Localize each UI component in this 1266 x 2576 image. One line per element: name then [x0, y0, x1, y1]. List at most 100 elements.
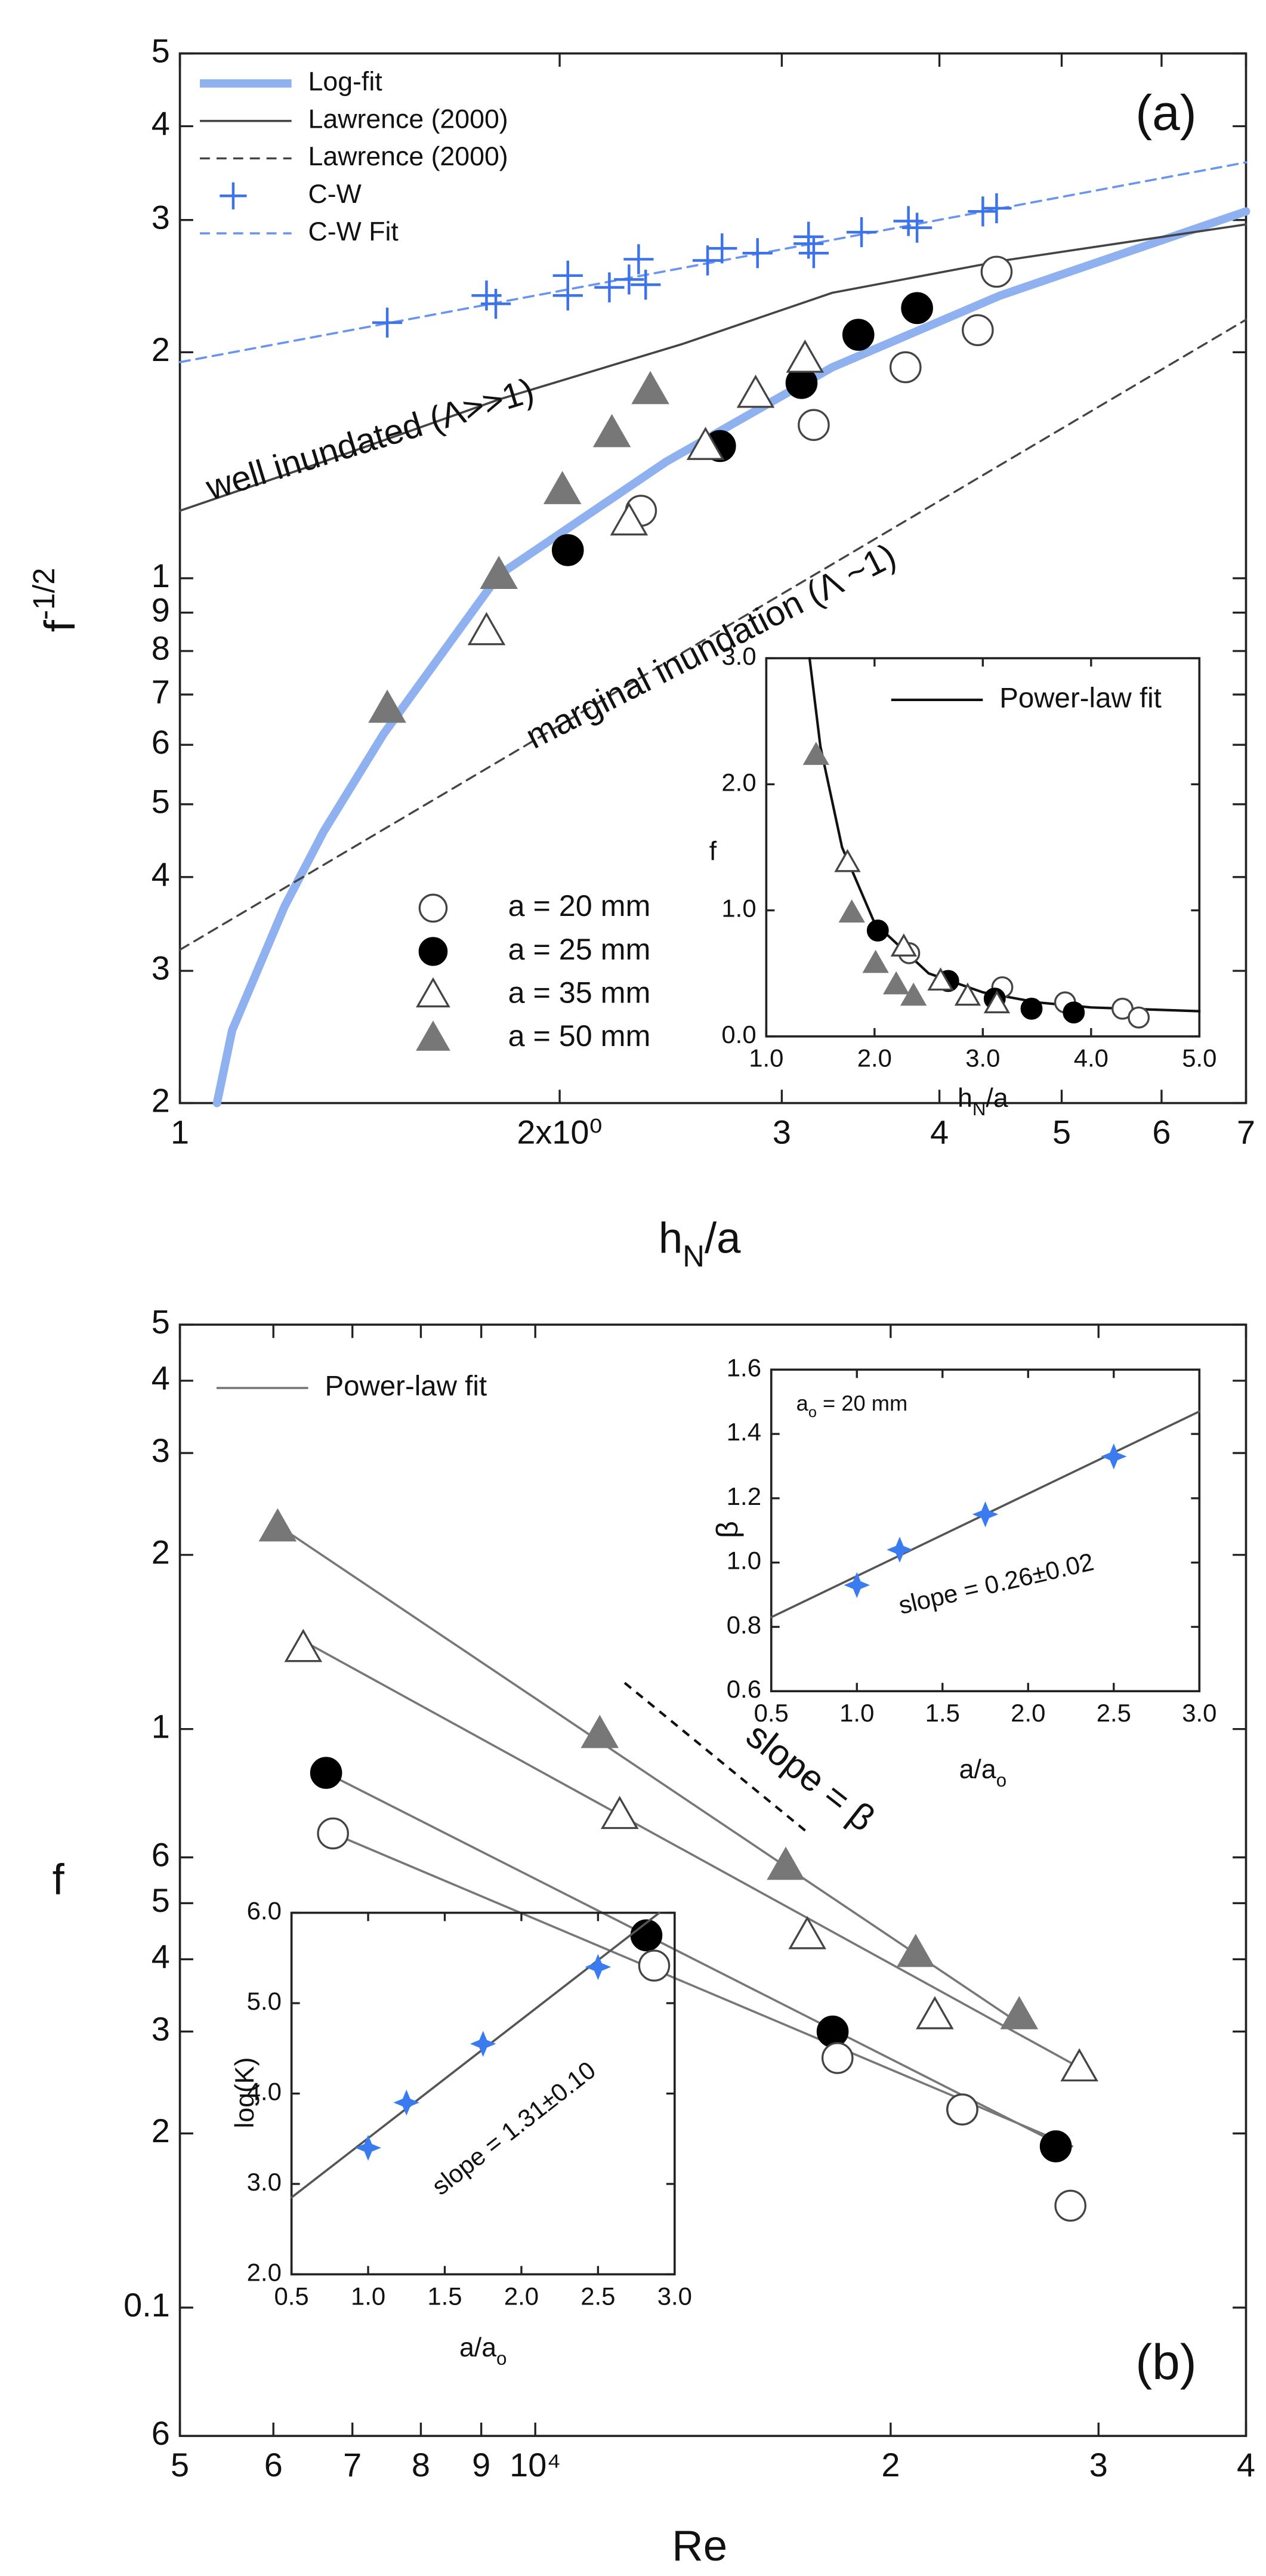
- data-point: [480, 556, 518, 589]
- y-tick-label: 6: [152, 2414, 170, 2452]
- data-point: [983, 990, 1011, 1014]
- label: Re: [672, 2522, 727, 2570]
- legend-label: a = 20 mm: [508, 889, 651, 923]
- data-point: [901, 212, 932, 243]
- plot-frame: [770, 1368, 1201, 1693]
- label: f: [709, 837, 717, 866]
- y-tick-label: 0.6: [727, 1675, 761, 1703]
- legend-symbol: [418, 893, 448, 923]
- x-tick-label: 0.5: [754, 1699, 789, 1727]
- label-part: o: [996, 1770, 1006, 1791]
- y-tick-label: 2: [152, 2112, 170, 2149]
- data-point: [887, 1537, 913, 1563]
- data-point: [317, 1817, 349, 1850]
- x-tick-label: 2.5: [580, 2282, 615, 2310]
- label-part: h: [659, 1214, 683, 1262]
- x-tick-label: 2x10⁰: [517, 1113, 602, 1150]
- data-point: [551, 534, 584, 566]
- data-point: [946, 2093, 978, 2125]
- x-tick-label: 1.0: [839, 1699, 874, 1727]
- data-point: [600, 1796, 639, 1830]
- label-part: a/a: [959, 1755, 996, 1784]
- y-tick-label: 1.0: [727, 1547, 761, 1575]
- data-point: [1128, 1006, 1150, 1029]
- legend-label: Power-law fit: [325, 1371, 487, 1402]
- x-tick-label: 1.5: [427, 2282, 462, 2310]
- label: (b): [1135, 2334, 1196, 2390]
- label: hN/a: [958, 1084, 1008, 1119]
- data-point: [972, 1501, 999, 1528]
- data-point: [821, 2042, 854, 2074]
- data-point: [355, 2134, 381, 2161]
- y-tick-label: 3: [152, 1432, 170, 1469]
- y-tick-label: 3.0: [247, 2168, 282, 2196]
- data-point: [580, 1714, 619, 1748]
- data-point: [842, 319, 875, 351]
- data-point: [543, 471, 582, 504]
- legend-label: Log-fit: [308, 67, 383, 97]
- data-point: [310, 1757, 342, 1789]
- x-tick-label: 3.0: [657, 2282, 692, 2310]
- label: (a): [1135, 85, 1196, 141]
- label-part: (b): [1135, 2334, 1196, 2390]
- data-point: [284, 1628, 323, 1662]
- data-point: [1054, 2189, 1086, 2222]
- x-tick-label: 1.0: [749, 1044, 783, 1072]
- y-tick-label: 1: [152, 557, 170, 594]
- data-point: [594, 272, 625, 303]
- y-tick-label: 5: [152, 783, 170, 820]
- y-tick-label: 2.0: [247, 2258, 282, 2286]
- data-point: [844, 1572, 870, 1599]
- y-tick-label: 0.8: [727, 1611, 761, 1639]
- y-tick-label: 6.0: [247, 1897, 282, 1925]
- data-point: [592, 414, 631, 448]
- y-tick-label: 1.2: [727, 1482, 761, 1510]
- x-tick-label: 4: [930, 1113, 949, 1150]
- x-tick-label: 2.0: [504, 2282, 539, 2310]
- x-tick-label: 7: [1237, 1113, 1255, 1150]
- x-tick-label: 4: [1237, 2446, 1255, 2484]
- data-point: [862, 949, 889, 973]
- x-tick-label: 5.0: [1182, 1044, 1216, 1072]
- data-point: [962, 314, 994, 347]
- x-tick-label: 5: [1052, 1113, 1071, 1150]
- x-tick-label: 3.0: [1182, 1699, 1216, 1727]
- legend-label: C-W: [308, 180, 362, 209]
- y-tick-label: 5.0: [247, 1987, 282, 2015]
- x-tick-label: 1.5: [925, 1699, 960, 1727]
- y-tick-label: 4: [152, 104, 170, 142]
- label-part: h: [958, 1084, 972, 1113]
- series-line: [325, 1772, 1064, 2148]
- x-tick-label: 2.0: [857, 1044, 892, 1072]
- data-point: [631, 371, 669, 405]
- label-part: a: [796, 1391, 809, 1415]
- data-point: [767, 1846, 805, 1880]
- y-tick-label: 2.0: [721, 768, 756, 796]
- data-point: [1101, 1443, 1127, 1470]
- label-part: f: [36, 619, 84, 632]
- label-part: f: [53, 1855, 65, 1904]
- y-tick-label: 5: [152, 1881, 170, 1919]
- data-point: [968, 196, 998, 227]
- x-tick-label: 7: [343, 2446, 362, 2484]
- data-point: [846, 217, 877, 248]
- y-tick-label: 3: [152, 198, 170, 236]
- data-point: [692, 245, 723, 276]
- data-point: [901, 292, 933, 325]
- data-point: [372, 307, 403, 338]
- x-tick-label: 6: [264, 2446, 283, 2484]
- label-part: β: [711, 1521, 744, 1538]
- data-point: [552, 280, 583, 311]
- legend-label: Lawrence (2000): [308, 104, 508, 134]
- label: β: [711, 1521, 744, 1538]
- label-part: o: [808, 1404, 817, 1421]
- data-point: [838, 899, 865, 923]
- data-point: [954, 982, 981, 1006]
- legend-symbol: [418, 937, 448, 966]
- data-point: [393, 2089, 420, 2116]
- label-part: a/a: [459, 2333, 496, 2362]
- data-point: [736, 374, 775, 408]
- data-point: [896, 1933, 935, 1967]
- y-tick-label: 0.1: [123, 2286, 170, 2324]
